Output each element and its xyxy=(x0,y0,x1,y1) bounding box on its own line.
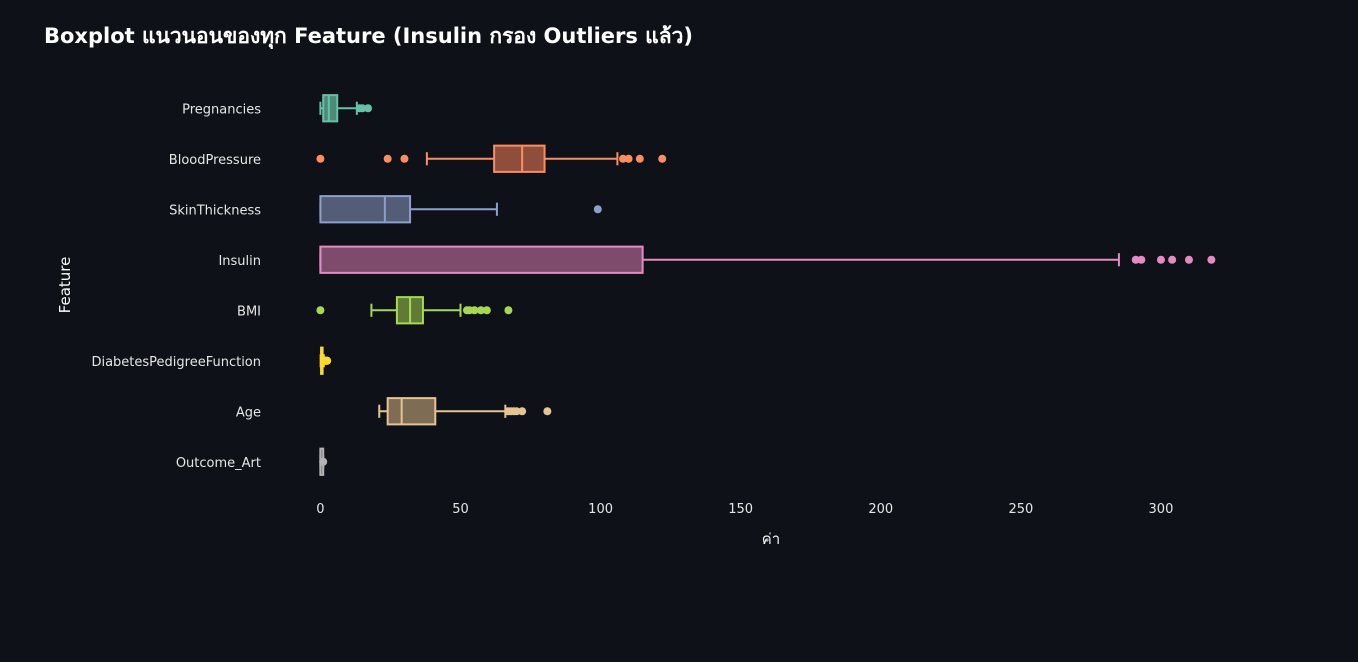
outlier-BMI-0 xyxy=(316,306,324,314)
outlier-BloodPressure-6 xyxy=(658,155,666,163)
y-axis-tick-labels: Pregnancies BloodPressure SkinThickness Ins… xyxy=(91,102,261,471)
y-tick-label-BMI: BMI xyxy=(237,304,261,319)
x-tick-label-0: 0 xyxy=(316,502,324,517)
box-Insulin xyxy=(320,247,1215,273)
outlier-Outcome_Art-0 xyxy=(319,458,327,466)
outlier-BloodPressure-1 xyxy=(384,155,392,163)
y-tick-label-Outcome_Art: Outcome_Art xyxy=(176,456,261,471)
y-tick-label-Age: Age xyxy=(236,405,261,420)
y-tick-label-SkinThickness: SkinThickness xyxy=(169,203,261,218)
x-tick-label-50: 50 xyxy=(452,502,469,517)
x-axis-title: ค่า xyxy=(762,530,780,548)
box-Pregnancies xyxy=(320,95,372,121)
outlier-BloodPressure-2 xyxy=(400,155,408,163)
y-tick-label-Pregnancies: Pregnancies xyxy=(182,102,261,117)
box-BloodPressure xyxy=(316,146,666,172)
x-tick-label-250: 250 xyxy=(1008,502,1033,517)
outlier-Insulin-1 xyxy=(1137,256,1145,264)
box-BMI xyxy=(316,297,512,323)
outlier-Insulin-5 xyxy=(1207,256,1215,264)
outlier-Age-4 xyxy=(518,407,526,415)
outlier-Pregnancies-2 xyxy=(364,104,372,112)
y-tick-label-Insulin: Insulin xyxy=(218,254,261,269)
outlier-Insulin-4 xyxy=(1185,256,1193,264)
outlier-BloodPressure-5 xyxy=(636,155,644,163)
outlier-Insulin-3 xyxy=(1168,256,1176,264)
outlier-BMI-6 xyxy=(504,306,512,314)
outlier-BloodPressure-4 xyxy=(625,155,633,163)
box-DiabetesPedigreeFunction xyxy=(320,348,331,374)
box-Age xyxy=(379,398,551,424)
box-Outcome_Art xyxy=(319,449,327,475)
box-iqr-SkinThickness xyxy=(320,196,410,222)
x-tick-label-150: 150 xyxy=(728,502,753,517)
outlier-BloodPressure-0 xyxy=(316,155,324,163)
outlier-SkinThickness-0 xyxy=(594,205,602,213)
outlier-DiabetesPedigreeFunction-6 xyxy=(323,357,331,365)
outlier-Age-5 xyxy=(543,407,551,415)
x-axis-tick-labels: 0 50 100 150 200 250 300 xyxy=(316,502,1173,517)
y-axis-title: Feature xyxy=(56,257,74,314)
x-tick-label-300: 300 xyxy=(1149,502,1174,517)
box-iqr-Pregnancies xyxy=(323,95,337,121)
y-tick-label-BloodPressure: BloodPressure xyxy=(169,153,261,168)
box-iqr-BloodPressure xyxy=(494,146,544,172)
box-series xyxy=(316,95,1215,475)
outlier-Insulin-2 xyxy=(1157,256,1165,264)
box-iqr-Insulin xyxy=(320,247,642,273)
box-iqr-Age xyxy=(388,398,436,424)
x-tick-label-100: 100 xyxy=(588,502,613,517)
box-SkinThickness xyxy=(320,196,601,222)
y-tick-label-DiabetesPedigreeFunction: DiabetesPedigreeFunction xyxy=(91,355,261,370)
x-tick-label-200: 200 xyxy=(868,502,893,517)
outlier-BMI-5 xyxy=(483,306,491,314)
